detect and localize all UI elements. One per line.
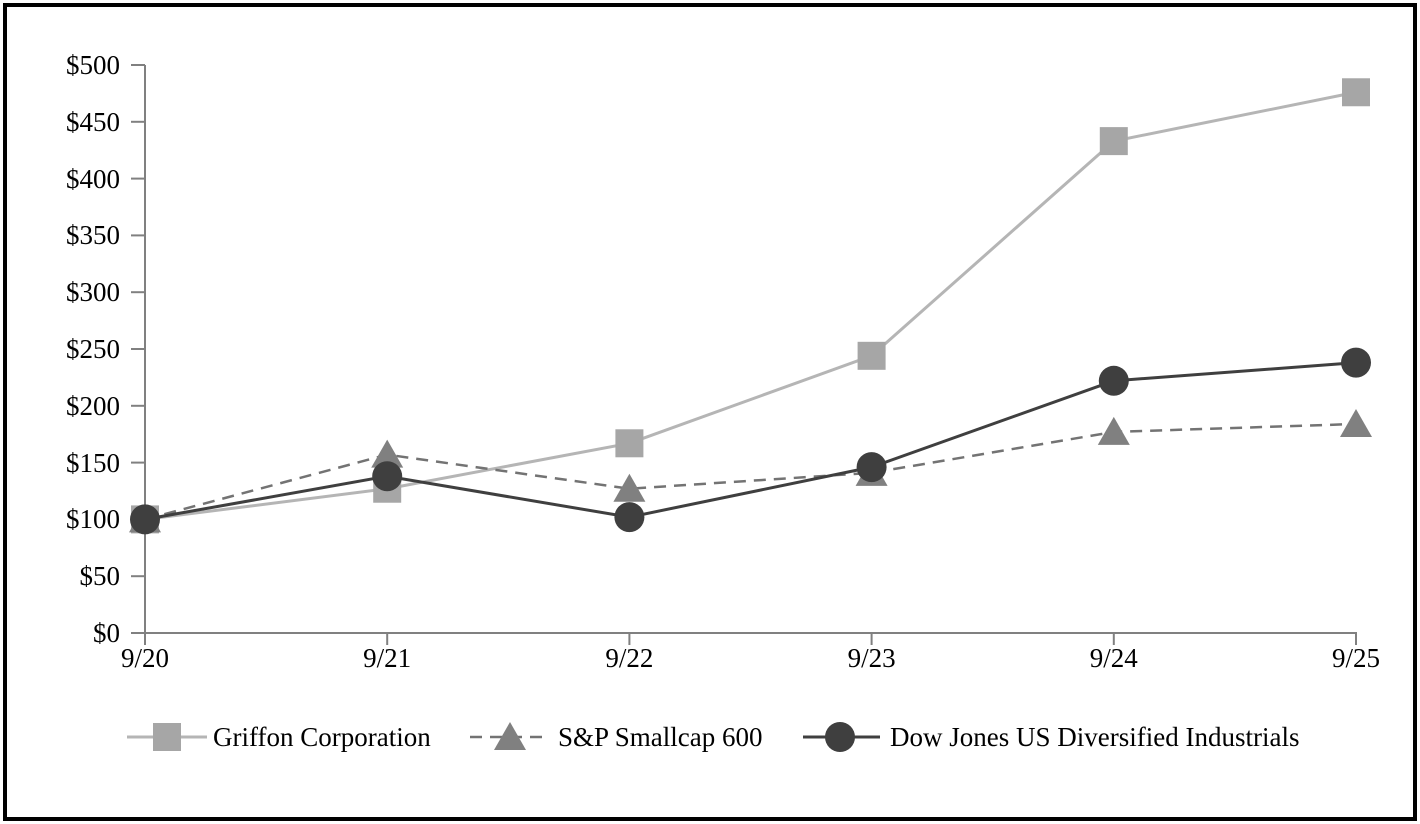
series-line-s-p-smallcap-600 — [144, 422, 1357, 521]
x-axis-tick-label: 9/23 — [847, 643, 896, 673]
x-axis-tick-label: 9/21 — [363, 643, 412, 673]
y-axis-tick-label: $250 — [66, 334, 120, 364]
y-axis-tick-label: $100 — [66, 504, 120, 535]
y-axis-tick-label: $0 — [93, 618, 120, 648]
circle-marker-dow-jones-us-diversified-industrials — [372, 461, 403, 492]
x-axis-tick-label: 9/24 — [1089, 643, 1138, 673]
circle-marker-dow-jones-us-diversified-industrials — [1098, 365, 1129, 396]
x-axis-tick-label: 9/20 — [120, 643, 169, 673]
x-axis-tick-label: 9/22 — [605, 643, 654, 673]
square-marker-griffon-corporation — [1099, 127, 1128, 156]
y-axis-tick-label: $300 — [66, 277, 120, 308]
legend-label-dow-jones-us-diversified-industrials: Dow Jones US Diversified Industrials — [890, 722, 1300, 752]
y-axis-tick-label: $350 — [66, 220, 120, 251]
square-marker-griffon-corporation — [857, 341, 886, 370]
y-axis-tick-label: $50 — [79, 561, 121, 592]
triangle-marker-legend-s-p-smallcap-600 — [494, 722, 526, 750]
circle-marker-dow-jones-us-diversified-industrials — [856, 452, 887, 483]
y-axis-tick-label: $200 — [66, 390, 120, 421]
square-marker-legend-griffon-corporation — [153, 723, 181, 751]
y-axis-tick-label: $500 — [66, 50, 120, 80]
square-marker-griffon-corporation — [615, 429, 644, 458]
square-marker-griffon-corporation — [1342, 78, 1370, 107]
x-axis-tick-label: 9/25 — [1331, 643, 1380, 673]
circle-marker-dow-jones-us-diversified-industrials — [614, 502, 645, 533]
legend-label-sp-smallcap-600: S&P Smallcap 600 — [558, 722, 763, 752]
circle-marker-dow-jones-us-diversified-industrials — [130, 504, 160, 535]
y-axis-tick-label: $150 — [66, 447, 120, 478]
circle-marker-dow-jones-us-diversified-industrials — [1341, 347, 1371, 378]
triangle-marker-s-p-smallcap-600 — [1340, 408, 1372, 437]
triangle-marker-s-p-smallcap-600 — [1097, 416, 1130, 445]
series-line-dow-jones-us-diversified-industrials — [144, 361, 1357, 521]
circle-marker-legend-dow-jones-us-diversified-industrials — [825, 722, 855, 752]
y-axis-tick-label: $400 — [66, 163, 120, 194]
triangle-marker-s-p-smallcap-600 — [613, 473, 646, 502]
triangle-marker-s-p-smallcap-600 — [371, 439, 404, 468]
y-axis-tick-label: $450 — [66, 106, 120, 137]
legend-label-griffon-corporation: Griffon Corporation — [213, 722, 431, 752]
series-line-griffon-corporation — [144, 90, 1357, 521]
